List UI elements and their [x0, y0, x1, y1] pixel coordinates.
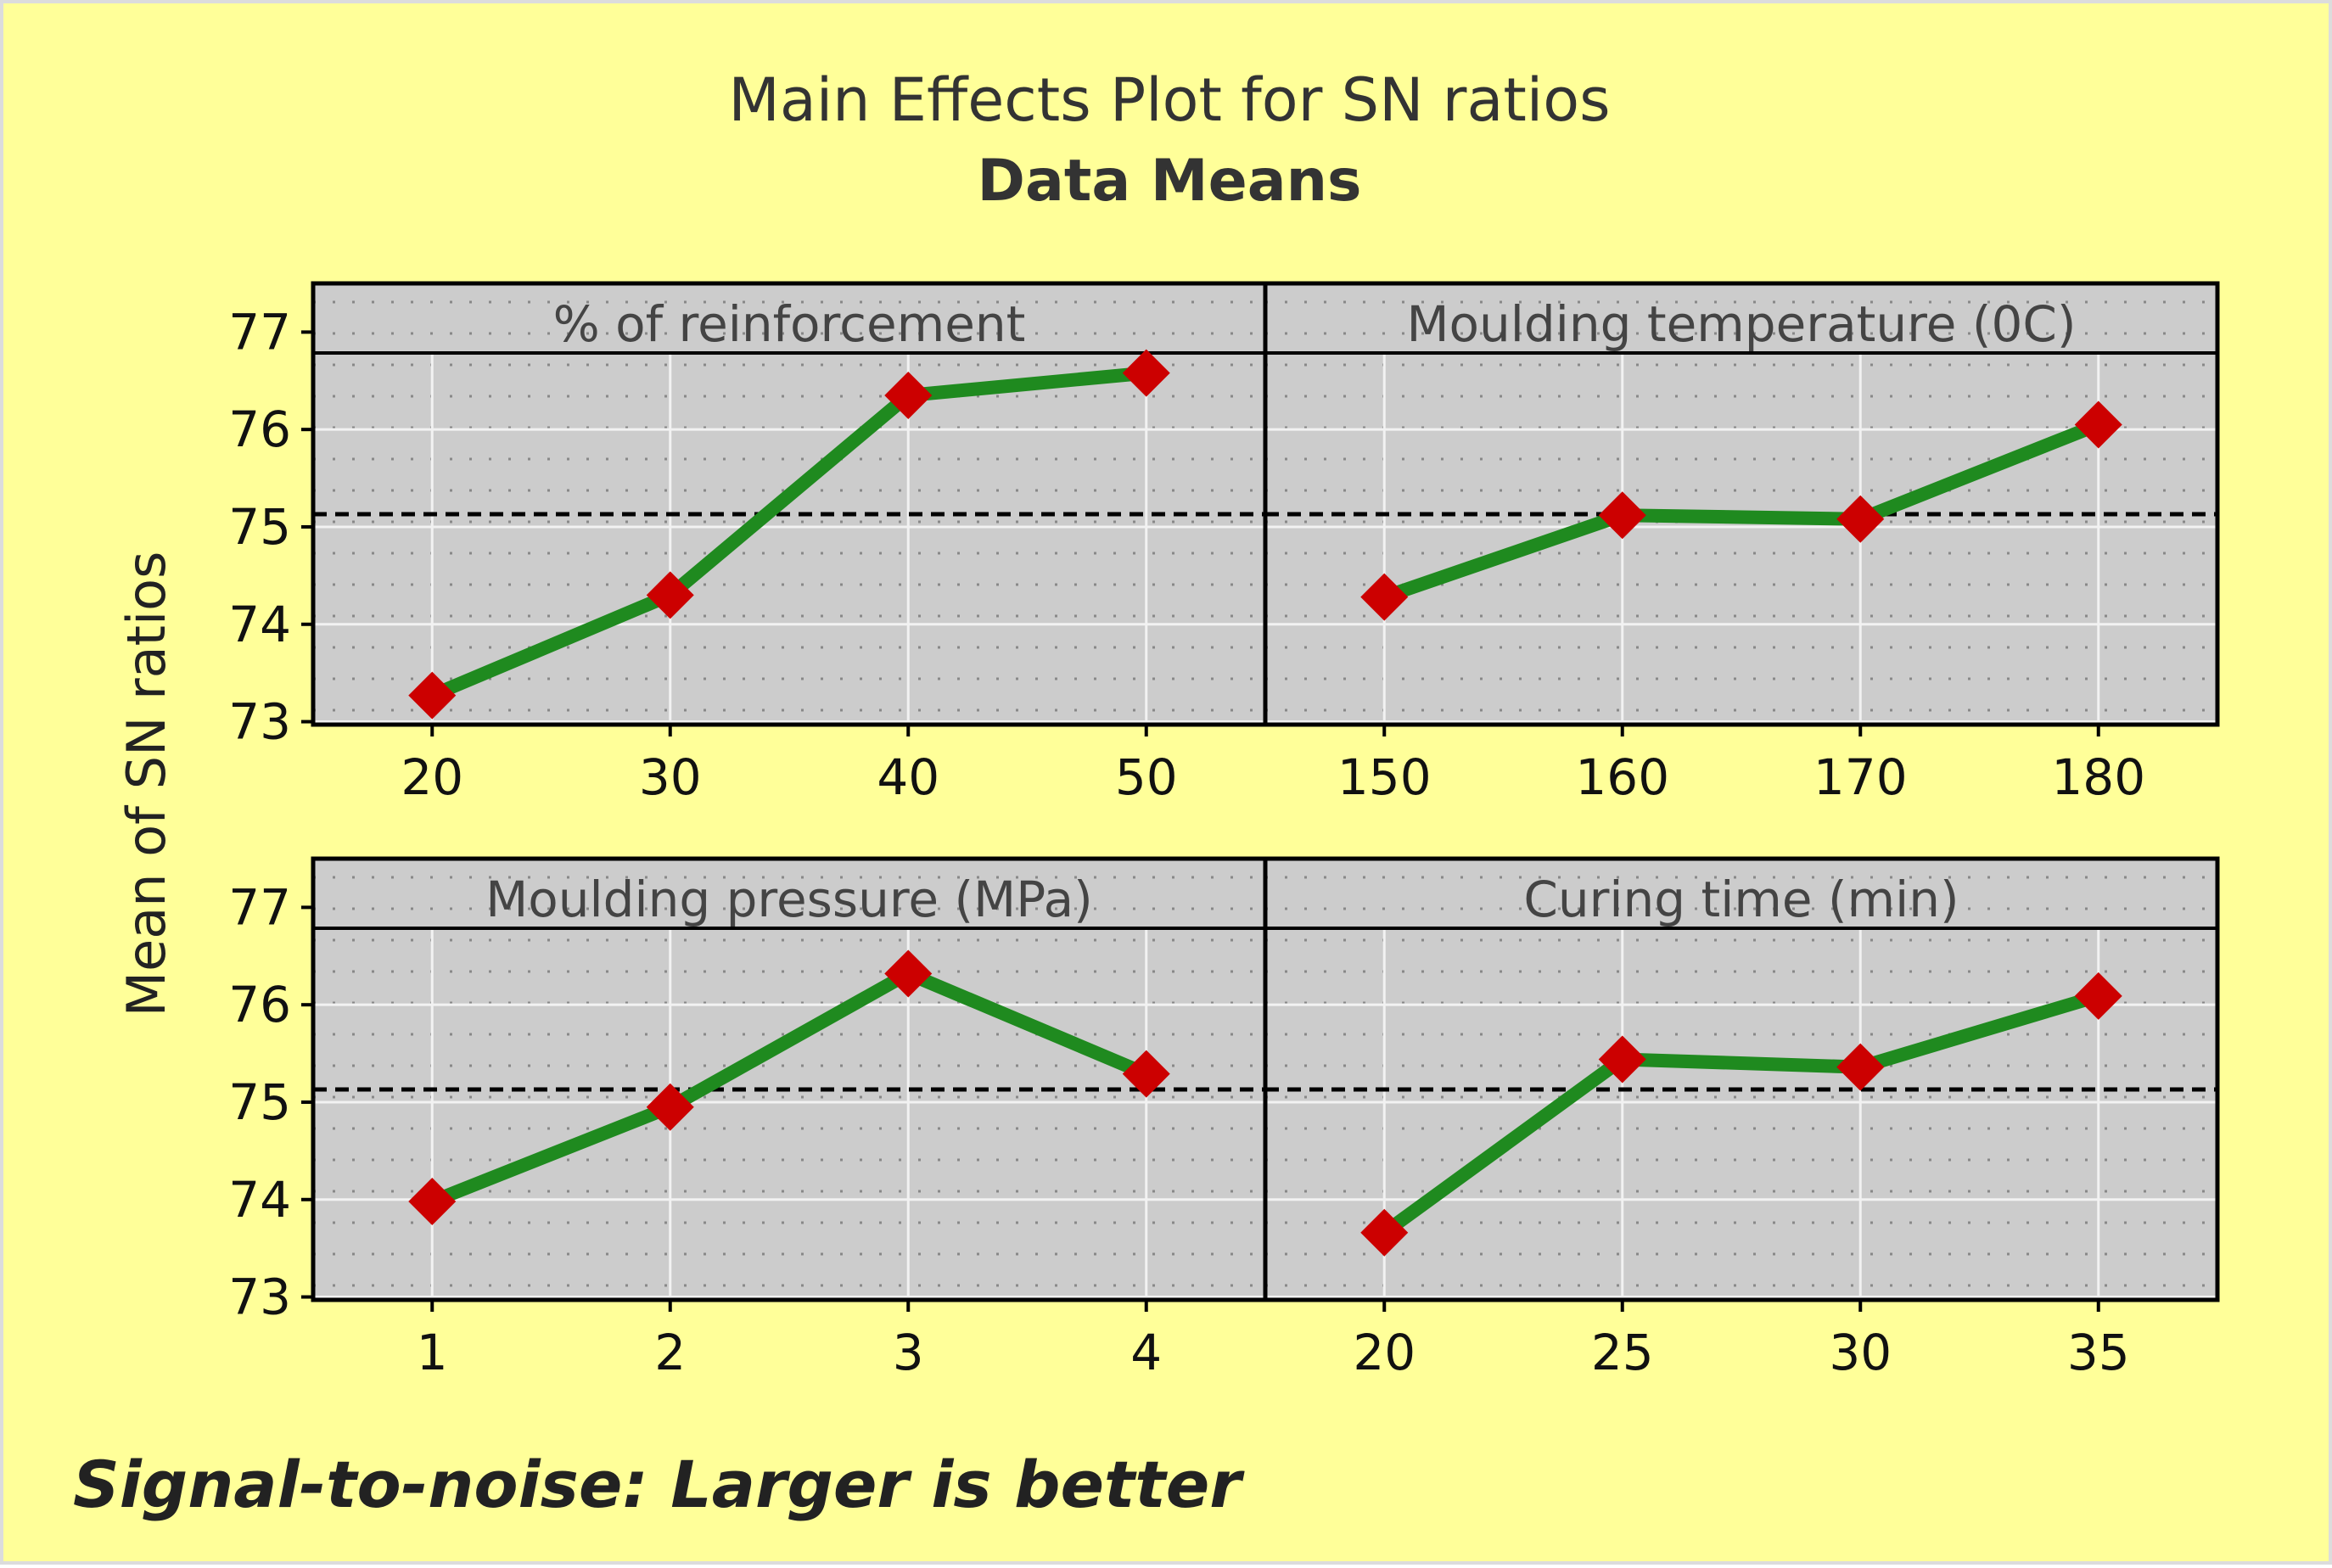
series-line	[1377, 417, 2105, 604]
data-point	[1598, 1035, 1646, 1084]
x-tick-label: 150	[1337, 748, 1432, 806]
data-point	[2074, 400, 2122, 449]
y-tick-label: 74	[228, 596, 291, 653]
data-point	[646, 571, 694, 619]
panel-title: Curing time (min)	[1523, 871, 1959, 928]
x-tick-label: 25	[1591, 1324, 1654, 1381]
y-tick-label: 77	[228, 878, 291, 936]
footnote: Signal-to-noise: Larger is better	[73, 1447, 1245, 1522]
panel-3: Moulding pressure (MPa) 1 2 3 4 73 74 75 76 77	[228, 856, 1268, 1381]
data-point	[1360, 1208, 1409, 1257]
x-tick-label: 4	[1130, 1324, 1162, 1381]
panel-title: Moulding temperature (0C)	[1406, 295, 2076, 353]
y-tick-label: 74	[228, 1171, 291, 1229]
x-tick-label: 30	[1829, 1324, 1892, 1381]
data-point	[1122, 349, 1170, 397]
x-tick-label: 20	[1353, 1324, 1415, 1381]
panel-background	[313, 859, 1265, 1300]
y-tick-label: 75	[228, 1073, 291, 1131]
x-tick-label: 35	[2067, 1324, 2130, 1381]
panel-background	[1265, 283, 2217, 725]
y-tick-label: 73	[228, 1268, 291, 1326]
x-tick-label: 180	[2051, 748, 2145, 806]
data-point	[408, 1178, 457, 1226]
x-tick-label: 170	[1813, 748, 1908, 806]
x-tick-label: 1	[417, 1324, 448, 1381]
x-tick-label: 40	[877, 748, 939, 806]
x-tick-label: 50	[1115, 748, 1178, 806]
panel-background	[1265, 859, 2217, 1300]
series-line	[425, 966, 1153, 1209]
x-tick-label: 30	[639, 748, 702, 806]
data-point	[1836, 495, 1885, 543]
x-tick-label: 20	[401, 748, 463, 806]
y-tick-label: 77	[228, 303, 291, 361]
panel-2: Moulding temperature (0C) 150 160 170 180	[1263, 281, 2220, 806]
panel-4: Curing time (min) 20 25 30 35	[1263, 856, 2220, 1381]
x-tick-label: 160	[1575, 748, 1669, 806]
data-point	[646, 1083, 694, 1131]
x-tick-label: 2	[654, 1324, 686, 1381]
x-tick-label: 3	[893, 1324, 924, 1381]
data-point	[1122, 1050, 1170, 1098]
y-tick-label: 76	[228, 400, 291, 458]
series-line	[1377, 988, 2105, 1240]
series-line	[425, 366, 1153, 703]
data-point	[884, 372, 933, 420]
data-point	[2074, 972, 2122, 1020]
y-tick-label: 75	[228, 498, 291, 556]
data-point	[884, 949, 933, 998]
y-tick-label: 73	[228, 693, 291, 751]
panel-1: % of reinforcement 20 30 40 50 73 74 75 76 77	[228, 281, 1268, 806]
panel-title: % of reinforcement	[553, 295, 1026, 353]
panel-title: Moulding pressure (MPa)	[485, 871, 1093, 928]
chart-subtitle: Data Means	[978, 148, 1362, 215]
data-point	[1836, 1043, 1885, 1091]
chart-title: Main Effects Plot for SN ratios	[728, 65, 1610, 135]
data-point	[1360, 573, 1409, 621]
data-point	[1598, 491, 1646, 540]
y-axis-label: Mean of SN ratios	[115, 552, 177, 1017]
data-point	[408, 671, 457, 720]
panel-border	[1263, 281, 2220, 727]
y-tick-label: 76	[228, 976, 291, 1033]
panel-border	[1263, 856, 2220, 1302]
chart-svg: Main Effects Plot for SN ratios Data Mea…	[73, 65, 2220, 1522]
